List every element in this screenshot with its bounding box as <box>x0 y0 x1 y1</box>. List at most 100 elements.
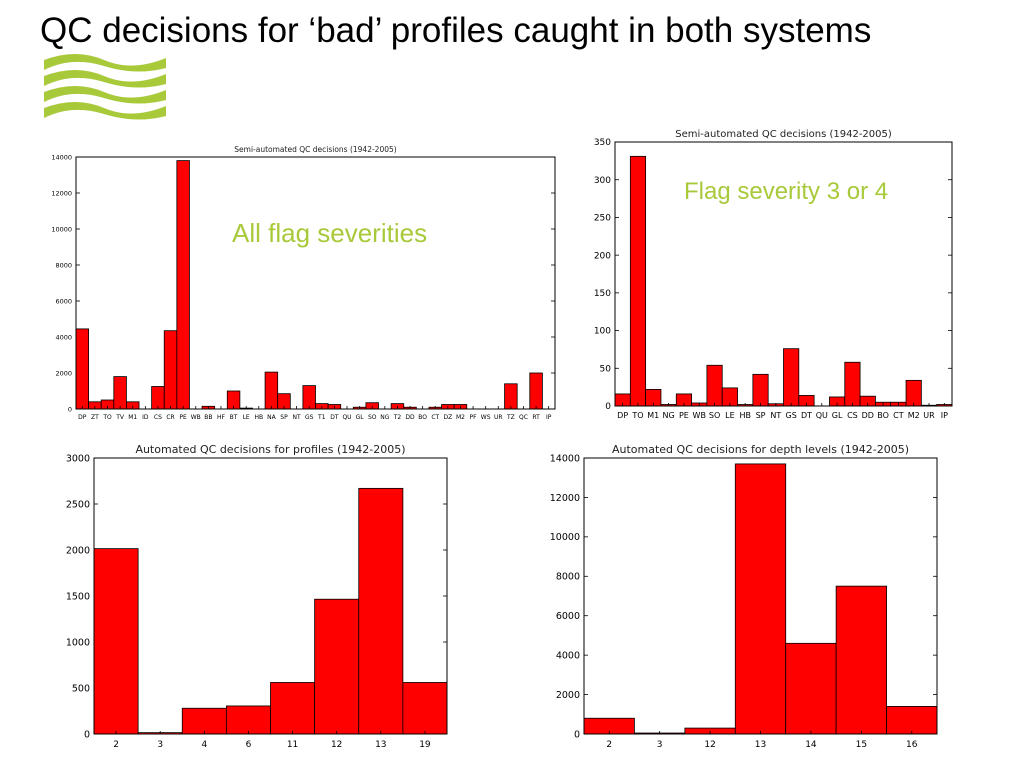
bar-cs <box>844 361 861 407</box>
x-tick-label: GS <box>786 411 797 420</box>
bar-na <box>264 371 279 410</box>
bar-13 <box>734 463 787 735</box>
y-tick-label: 10000 <box>51 225 72 233</box>
annotation-flag-severity-3-or-4: Flag severity 3 or 4 <box>684 178 889 205</box>
y-tick-label: 8000 <box>55 261 72 269</box>
y-tick-label: 150 <box>594 289 611 299</box>
x-tick-label: PE <box>679 411 689 420</box>
y-tick-label: 200 <box>594 251 611 261</box>
x-tick-label: PE <box>179 414 187 421</box>
bar-rt <box>529 372 543 410</box>
x-tick-label: NT <box>293 414 301 421</box>
x-tick-label: BO <box>418 414 427 421</box>
x-tick-label: 11 <box>287 740 298 750</box>
x-tick-label: ZT <box>91 414 99 421</box>
x-tick-label: UR <box>494 414 503 421</box>
x-tick-label: HB <box>254 414 263 421</box>
x-tick-label: WB <box>191 414 201 421</box>
bar-2 <box>93 548 139 735</box>
y-tick-label: 2000 <box>556 690 580 701</box>
x-tick-label: 2 <box>113 740 119 750</box>
bar-tv <box>113 376 127 410</box>
x-tick-label: IP <box>546 414 552 421</box>
x-tick-label: NG <box>380 414 389 421</box>
y-tick-label: 300 <box>594 176 611 186</box>
plot-frame <box>93 457 448 735</box>
x-tick-label: QC <box>519 414 528 421</box>
bar-gs <box>302 385 316 410</box>
x-tick-label: NT <box>770 411 781 420</box>
y-tick-label: 0 <box>68 405 72 413</box>
x-tick-label: SP <box>280 414 288 421</box>
x-tick-label: PF <box>470 414 478 421</box>
y-tick-label: 350 <box>594 138 611 148</box>
y-tick-label: 14000 <box>550 453 580 464</box>
chart-automated-depth-levels: Automated QC decisions for depth levels … <box>540 438 950 750</box>
y-tick-label: 0 <box>84 729 90 740</box>
bar-6 <box>225 705 271 735</box>
x-tick-label: SP <box>756 411 766 420</box>
y-tick-label: 250 <box>594 214 611 224</box>
bar-11 <box>270 682 316 735</box>
chart-automated-profiles: Automated QC decisions for profiles (194… <box>50 438 460 750</box>
x-tick-label: DD <box>862 411 874 420</box>
slide-title: QC decisions for ‘bad’ profiles caught i… <box>40 11 872 50</box>
bar-so <box>706 364 723 407</box>
bar-16 <box>886 705 938 735</box>
y-tick-label: 6000 <box>55 297 72 305</box>
y-tick-label: 6000 <box>556 611 580 622</box>
x-tick-label: LE <box>725 411 735 420</box>
y-tick-label: 4000 <box>55 333 72 341</box>
x-tick-label: 16 <box>906 740 918 750</box>
x-tick-label: TV <box>115 414 125 421</box>
chart-title: Automated QC decisions for profiles (194… <box>135 443 405 456</box>
x-tick-label: NA <box>267 414 276 421</box>
y-tick-label: 100 <box>594 327 611 337</box>
bar-19 <box>402 682 448 735</box>
y-tick-label: 0 <box>574 729 580 740</box>
x-tick-label: T2 <box>393 414 402 421</box>
y-tick-label: 10000 <box>550 532 580 543</box>
x-tick-label: RT <box>532 414 540 421</box>
bar-sp <box>752 373 769 407</box>
x-tick-label: CR <box>166 414 174 421</box>
x-tick-label: WB <box>693 411 706 420</box>
chart-semi-automated-all: Semi-automated QC decisions (1942-2005) 0… <box>40 140 560 425</box>
y-tick-label: 14000 <box>51 153 72 161</box>
y-tick-label: 2000 <box>55 369 72 377</box>
x-tick-label: GL <box>356 414 365 421</box>
x-tick-label: 2 <box>606 740 612 750</box>
x-tick-label: CS <box>847 411 858 420</box>
x-tick-label: 14 <box>805 740 817 750</box>
x-tick-label: BT <box>230 414 238 421</box>
x-tick-label: ID <box>142 414 149 421</box>
bar-tz <box>504 383 518 410</box>
bar-m2 <box>905 379 922 407</box>
x-tick-label: M1 <box>647 411 659 420</box>
plot-frame <box>583 457 938 735</box>
x-tick-label: 12 <box>331 740 342 750</box>
x-tick-label: CT <box>431 414 439 421</box>
x-tick-label: 3 <box>157 740 163 750</box>
x-tick-label: M1 <box>128 414 137 421</box>
x-tick-label: CS <box>154 414 162 421</box>
x-tick-label: HF <box>217 414 226 421</box>
x-tick-label: DP <box>78 414 87 421</box>
bar-cr <box>163 330 178 410</box>
bar-12 <box>314 598 360 735</box>
y-tick-label: 12000 <box>51 189 72 197</box>
x-tick-label: TO <box>631 411 643 420</box>
x-tick-label: SO <box>368 414 377 421</box>
bar-pe <box>176 160 190 410</box>
y-tick-label: 500 <box>72 683 90 694</box>
y-tick-label: 50 <box>600 364 612 374</box>
wave-logo-icon <box>40 50 170 132</box>
y-tick-label: 1500 <box>66 591 90 602</box>
x-tick-label: GL <box>832 411 843 420</box>
x-tick-label: CT <box>893 411 904 420</box>
plot-frame <box>75 156 556 410</box>
x-tick-label: QU <box>342 414 351 421</box>
x-tick-label: TO <box>102 414 112 421</box>
chart-title: Automated QC decisions for depth levels … <box>612 443 909 456</box>
x-tick-label: WS <box>481 414 491 421</box>
